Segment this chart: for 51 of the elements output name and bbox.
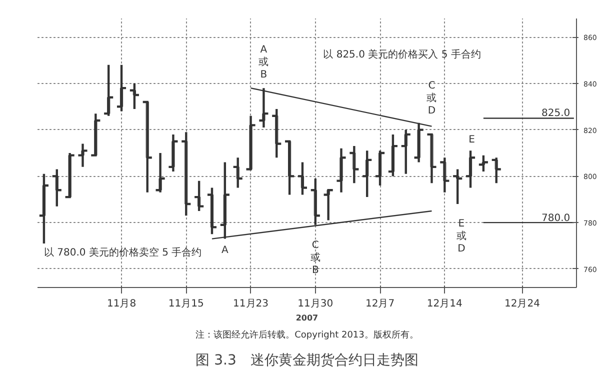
candlestick: [180, 131, 192, 217]
candlestick: [374, 150, 386, 187]
candlestick: [142, 100, 153, 194]
x-axis-title: 2007: [296, 314, 318, 322]
annotation: A 或 B: [258, 44, 269, 81]
candlestick: [77, 142, 88, 168]
candlestick: [361, 150, 373, 198]
candlestick: [102, 64, 114, 117]
candlestick: [400, 128, 412, 175]
annotation: 825.0: [542, 108, 570, 120]
text: 图 3.3 迷你黄金期货合约日走势图: [196, 352, 418, 368]
annotation: 以 825.0 美元的价格买入 5 手合约: [323, 48, 481, 60]
candlestick: [232, 156, 244, 189]
candlestick: [90, 112, 102, 156]
x-tick-label: 12月24: [504, 298, 540, 310]
candlestick: [426, 133, 438, 184]
annotation: 以 780.0 美元的价格卖空 5 手合约: [44, 246, 202, 259]
candlestick: [193, 180, 205, 212]
annotation: E: [468, 134, 475, 146]
candlestick: [128, 82, 140, 110]
candlestick: [271, 108, 282, 159]
candlestick: [439, 156, 450, 194]
x-tick-label: 12月14: [426, 298, 462, 310]
x-tick-label: 11月8: [106, 298, 136, 310]
candlestick: [336, 147, 347, 194]
candlestick: [284, 140, 296, 196]
candlestick: [464, 150, 476, 189]
candlestick: [64, 152, 76, 198]
annotation: E 或 D: [456, 218, 466, 255]
candlestick: [154, 152, 166, 194]
annotation: A: [222, 244, 228, 256]
candlestick: [478, 154, 490, 173]
candlestick: [452, 168, 464, 206]
candlestick: [322, 189, 334, 222]
candlestick: [490, 156, 502, 184]
text: 注：该图经允许后转载。Copyright 2013。版权所有。: [196, 330, 418, 340]
x-tick-label: 11月30: [298, 298, 334, 310]
candlestick: [245, 114, 256, 170]
candlestick: [51, 168, 63, 208]
candlestick: [168, 133, 179, 173]
candlestick: [206, 186, 218, 236]
candlestick: [387, 133, 399, 178]
x-tick-label: 11月15: [168, 298, 204, 310]
candlestick: [348, 144, 360, 184]
x-tick-label: 12月7: [365, 298, 395, 310]
candlestick: [296, 161, 308, 196]
annotation: C 或 D: [426, 80, 437, 117]
x-tick-label: 11月23: [233, 298, 268, 310]
candlestick: [116, 64, 128, 112]
candlestick: [38, 172, 50, 245]
annotation: 780.0: [542, 213, 570, 224]
